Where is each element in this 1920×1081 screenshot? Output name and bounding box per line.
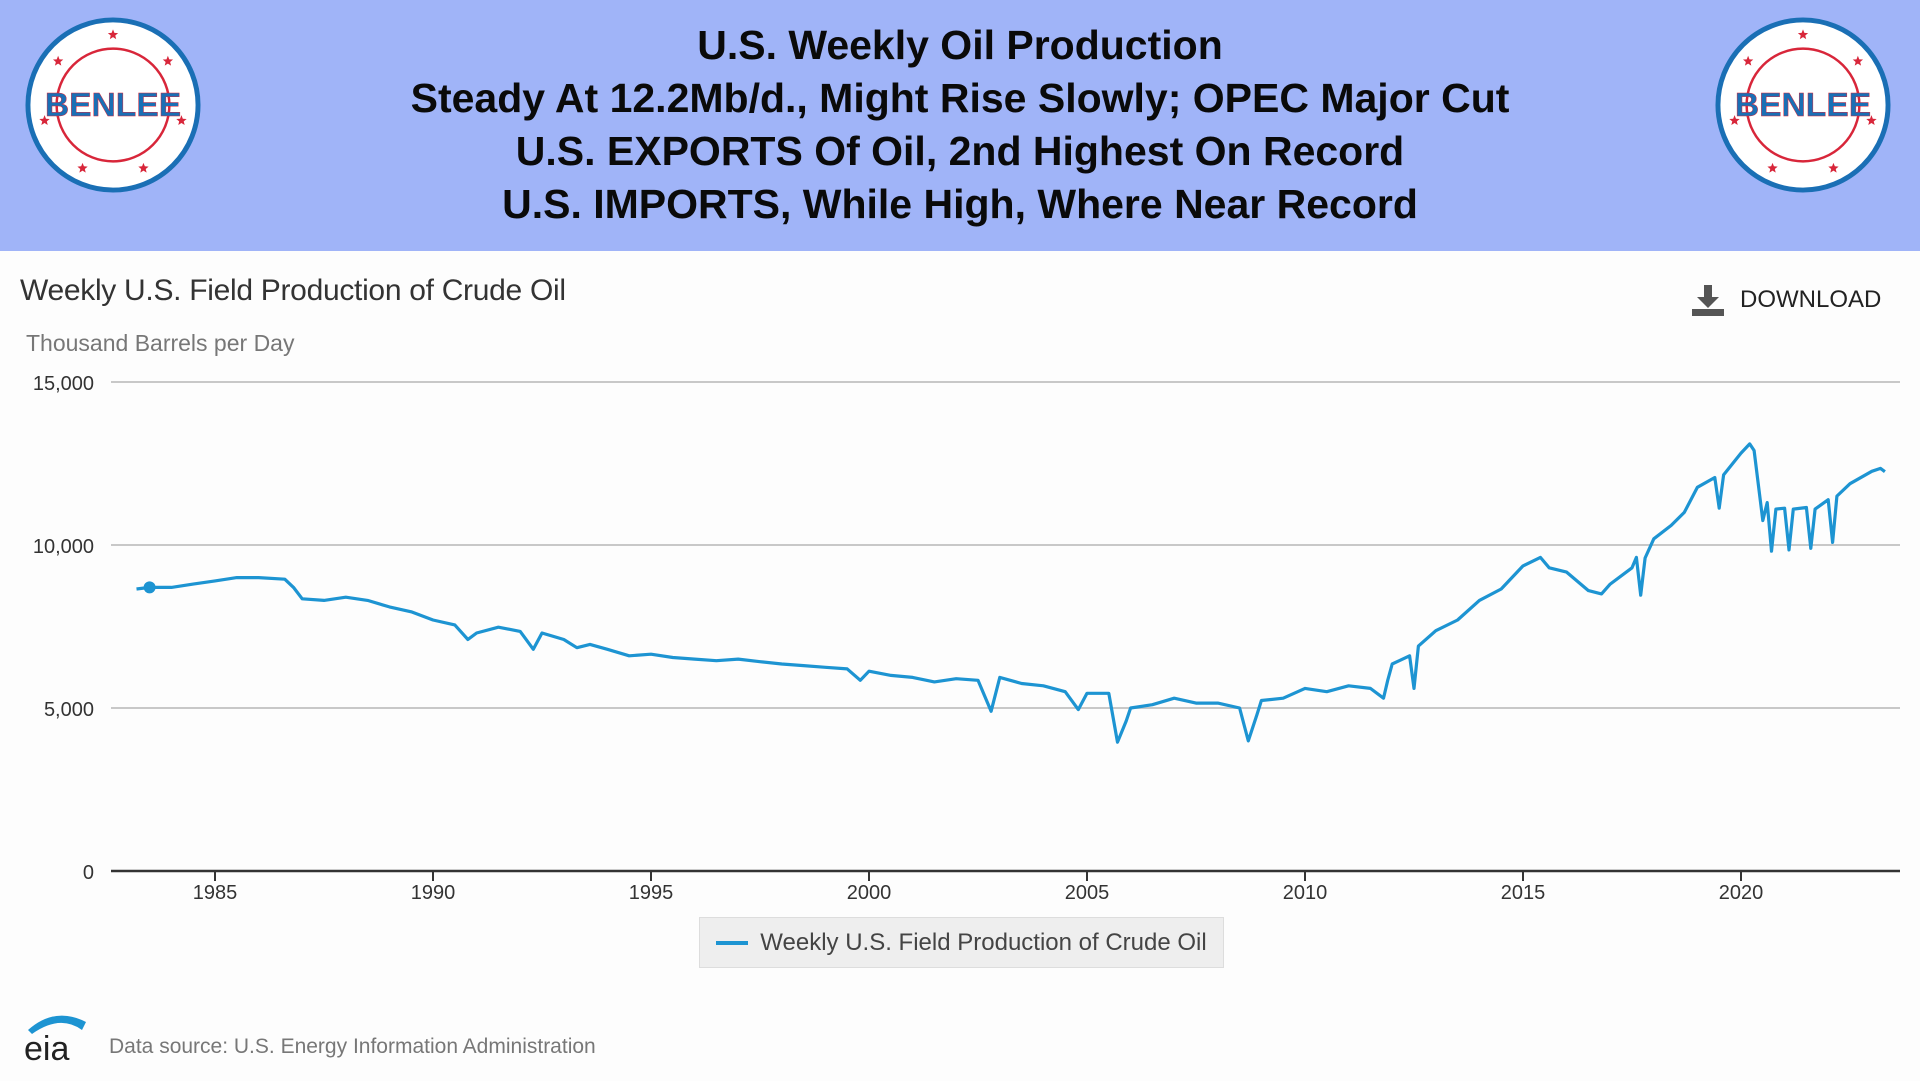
logo-ring-stars bbox=[1729, 29, 1877, 173]
data-source: Data source: U.S. Energy Information Adm… bbox=[109, 1035, 596, 1058]
benlee-logo-left: BENLEE bbox=[25, 17, 201, 193]
y-tick-label: 0 bbox=[83, 862, 94, 884]
x-tick-label: 1995 bbox=[629, 882, 674, 904]
star-icon bbox=[107, 29, 119, 40]
y-tick-label: 5,000 bbox=[44, 699, 94, 721]
star-icon bbox=[1767, 162, 1778, 173]
headline-line-4: U.S. IMPORTS, While High, Where Near Rec… bbox=[502, 181, 1418, 227]
star-icon bbox=[39, 115, 50, 125]
headline-banner: BENLEE U.S. Weekly Oil Production Steady… bbox=[0, 0, 1920, 251]
chart-title: Weekly U.S. Field Production of Crude Oi… bbox=[20, 274, 566, 307]
star-icon bbox=[1828, 162, 1839, 173]
star-icon bbox=[1742, 55, 1754, 66]
x-tick-label: 2000 bbox=[847, 882, 892, 904]
y-tick-label: 15,000 bbox=[33, 373, 94, 395]
headline-line-1: U.S. Weekly Oil Production bbox=[697, 22, 1223, 68]
benlee-logo-right: BENLEE bbox=[1715, 17, 1891, 193]
star-icon bbox=[1852, 55, 1864, 66]
logo-ring-stars bbox=[39, 29, 187, 173]
star-icon bbox=[162, 55, 174, 66]
star-icon bbox=[1729, 115, 1740, 125]
star-icon bbox=[1866, 115, 1877, 125]
star-icon bbox=[77, 162, 88, 173]
download-button[interactable]: DOWNLOAD bbox=[1690, 283, 1881, 317]
x-tick-label: 1985 bbox=[193, 882, 238, 904]
star-icon bbox=[176, 115, 187, 125]
x-tick-label: 2020 bbox=[1719, 882, 1764, 904]
eia-logo: eia bbox=[24, 1015, 86, 1064]
logo-name: BENLEE bbox=[45, 87, 181, 124]
legend-label: Weekly U.S. Field Production of Crude Oi… bbox=[760, 928, 1207, 956]
x-tick-label: 2005 bbox=[1065, 882, 1110, 904]
legend[interactable]: Weekly U.S. Field Production of Crude Oi… bbox=[699, 917, 1224, 968]
star-icon bbox=[52, 55, 64, 66]
headline-line-2: Steady At 12.2Mb/d., Might Rise Slowly; … bbox=[410, 75, 1510, 121]
series-start-marker bbox=[143, 581, 156, 594]
svg-text:eia: eia bbox=[24, 1030, 69, 1064]
logo-name: BENLEE bbox=[1735, 87, 1871, 124]
x-tick-label: 2010 bbox=[1283, 882, 1328, 904]
legend-swatch bbox=[716, 940, 749, 945]
y-tick-label: 10,000 bbox=[33, 536, 94, 558]
star-icon bbox=[138, 162, 149, 173]
x-tick-label: 2015 bbox=[1501, 882, 1546, 904]
download-icon bbox=[1692, 285, 1724, 316]
y-axis-label: Thousand Barrels per Day bbox=[26, 330, 295, 356]
download-label: DOWNLOAD bbox=[1740, 286, 1882, 313]
star-icon bbox=[1797, 29, 1809, 40]
series-line-weekly-production bbox=[136, 442, 1886, 744]
x-tick-label: 1990 bbox=[411, 882, 456, 904]
headline-line-3: U.S. EXPORTS Of Oil, 2nd Highest On Reco… bbox=[515, 128, 1405, 174]
